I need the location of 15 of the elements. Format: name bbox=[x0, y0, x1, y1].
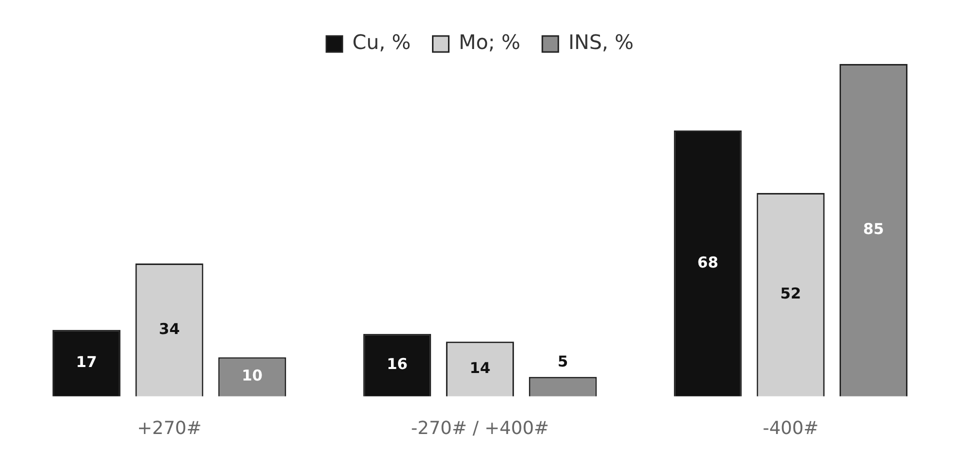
data-label: 34 bbox=[158, 320, 180, 338]
legend-label: Cu, % bbox=[352, 30, 411, 54]
legend-label: INS, % bbox=[568, 30, 634, 54]
legend-label: Mo; % bbox=[458, 30, 520, 54]
data-label: 5 bbox=[558, 352, 568, 371]
data-label: 16 bbox=[386, 355, 408, 374]
data-label: 17 bbox=[76, 353, 97, 372]
data-label: 10 bbox=[242, 366, 263, 385]
data-label: 85 bbox=[863, 220, 884, 238]
data-label: 52 bbox=[780, 284, 802, 303]
x-tick-label: -400# bbox=[762, 418, 819, 439]
data-label: 14 bbox=[470, 358, 490, 377]
x-tick-label: +270# bbox=[137, 418, 202, 439]
data-label: 68 bbox=[697, 253, 718, 272]
x-tick-label: -270# / +400# bbox=[411, 418, 549, 439]
